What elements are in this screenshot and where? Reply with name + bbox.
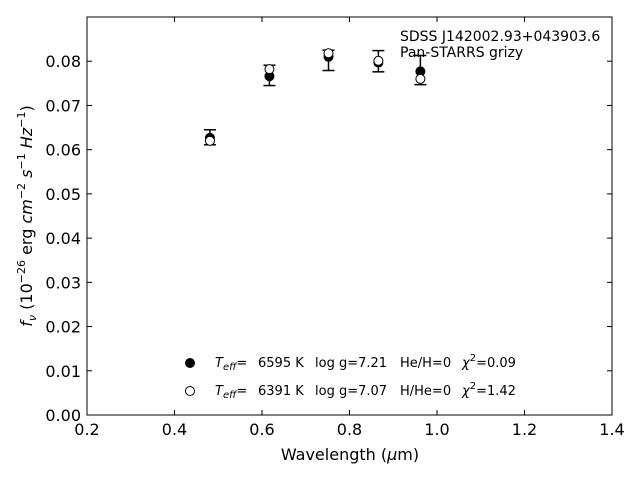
y-tick-label: 0.00	[45, 406, 81, 425]
y-tick-label: 0.08	[45, 52, 81, 71]
y-tick-label: 0.03	[45, 273, 81, 292]
point-open	[373, 55, 384, 66]
annotation-object-name: SDSS J142002.93+043903.6	[400, 29, 600, 45]
x-tick-label: 0.4	[162, 420, 187, 439]
point-open	[204, 135, 215, 146]
legend-entry-1: Teff= 6595 K log g=7.21 He/H=0 χ2=0.09	[215, 353, 516, 373]
legend-1-comp: He/H=0	[400, 356, 451, 371]
y-axis-label: fν (10−26 erg cm−2 s−1 Hz−1)	[15, 105, 39, 326]
legend-2-logg: log g=7.07	[315, 384, 387, 399]
legend-2-teff: 6391 K	[258, 384, 304, 399]
legend-1-logg: log g=7.21	[315, 356, 387, 371]
point-open	[323, 48, 334, 59]
x-tick-label: 0.2	[74, 420, 99, 439]
x-axis-label: Wavelength (μm)	[281, 445, 419, 464]
legend: Teff= 6595 K log g=7.21 He/H=0 χ2=0.09 T…	[185, 353, 516, 401]
y-tick-label: 0.01	[45, 362, 81, 381]
axis-ticks: 0.2 0.4 0.6 0.8 1.0 1.2 1.4 0.00 0.01 0.02 0.03 0.0…	[45, 17, 625, 439]
y-tick-label: 0.04	[45, 229, 81, 248]
x-tick-label: 1.0	[424, 420, 449, 439]
y-tick-label: 0.05	[45, 185, 81, 204]
plot-area	[86, 16, 613, 416]
point-open	[415, 73, 426, 84]
legend-2-comp: H/He=0	[400, 384, 451, 399]
legend-1-chi2: =0.09	[476, 356, 516, 371]
y-tick-label: 0.02	[45, 318, 81, 337]
legend-entry-2: Teff= 6391 K log g=7.07 H/He=0 χ2=1.42	[215, 381, 516, 401]
y-tick-label: 0.06	[45, 141, 81, 160]
data-points	[204, 48, 426, 146]
legend-2-chi2: =1.42	[476, 384, 516, 399]
annotation-photometry: Pan-STARRS grizy	[400, 45, 523, 61]
point-open	[264, 64, 275, 75]
x-tick-label: 0.8	[337, 420, 362, 439]
x-tick-label: 0.6	[249, 420, 274, 439]
y-tick-label: 0.07	[45, 96, 81, 115]
x-tick-label: 1.2	[512, 420, 537, 439]
legend-marker-open	[185, 386, 195, 396]
legend-marker-filled	[185, 358, 195, 368]
legend-1-teff: 6595 K	[258, 356, 304, 371]
x-tick-label: 1.4	[599, 420, 624, 439]
